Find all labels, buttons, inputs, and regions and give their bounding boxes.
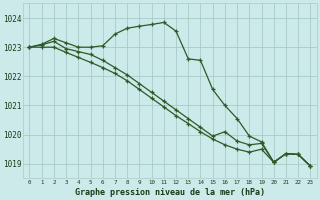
X-axis label: Graphe pression niveau de la mer (hPa): Graphe pression niveau de la mer (hPa)	[75, 188, 265, 197]
